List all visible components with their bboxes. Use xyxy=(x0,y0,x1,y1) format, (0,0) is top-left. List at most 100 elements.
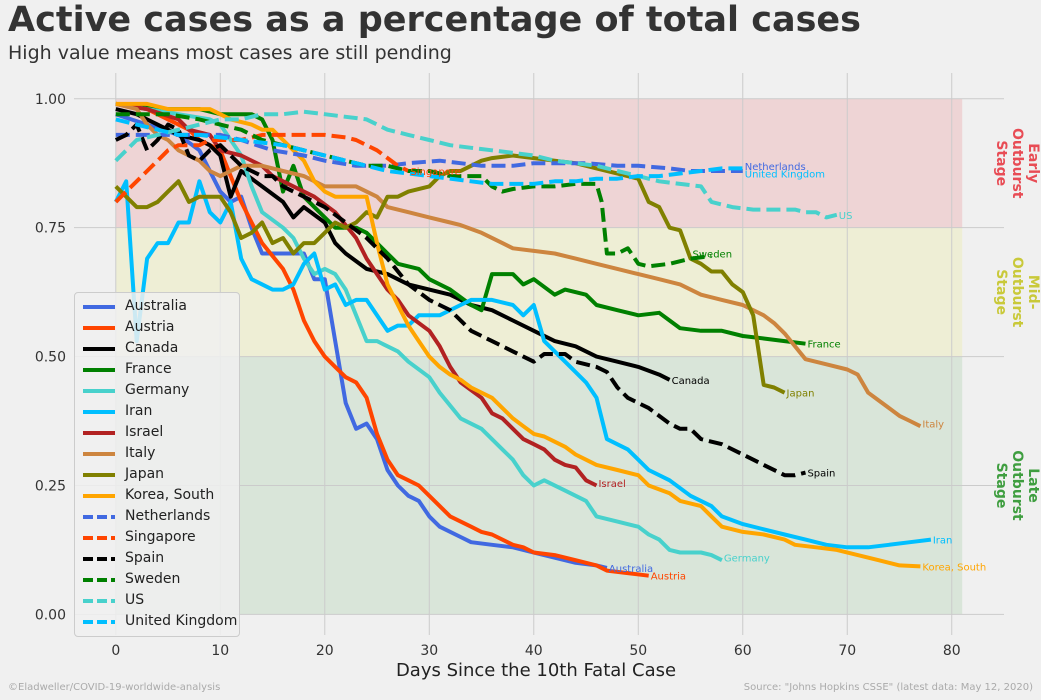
x-tick-label: 60 xyxy=(734,643,752,659)
series-line-australia xyxy=(115,112,608,570)
legend-item: United Kingdom xyxy=(81,612,238,633)
legend-item: Spain xyxy=(81,549,236,570)
legend-label: Korea, South xyxy=(125,487,215,503)
legend-item: Germany xyxy=(81,381,236,402)
series-end-label: Korea, South xyxy=(922,562,986,573)
legend-item: Israel xyxy=(81,423,236,444)
series-end-label: Canada xyxy=(672,376,710,387)
legend-item: Austria xyxy=(81,318,236,339)
legend-label: Germany xyxy=(125,382,190,398)
legend-item: Italy xyxy=(81,444,236,465)
legend-item: Australia xyxy=(81,297,236,318)
legend-swatch xyxy=(83,473,115,477)
series-line-japan xyxy=(114,153,786,395)
legend-swatch xyxy=(83,410,115,414)
legend-item: Canada xyxy=(81,339,236,360)
legend-item: Singapore xyxy=(81,528,236,549)
series-end-label: United Kingdom xyxy=(745,170,825,181)
legend: Australia Austria Canada France Germany Iran I… xyxy=(74,292,240,637)
stage-label-line: Stage xyxy=(993,140,1009,186)
y-tick-label: 0.75 xyxy=(35,221,66,237)
legend-item: Sweden xyxy=(81,570,236,591)
series-line-germany xyxy=(115,101,723,562)
legend-swatch xyxy=(83,431,115,435)
stage-label-line: Stage xyxy=(993,463,1009,509)
legend-swatch xyxy=(83,515,115,519)
legend-label: Canada xyxy=(125,340,179,356)
y-tick-label: 0.00 xyxy=(35,607,66,623)
legend-item: Korea, South xyxy=(81,486,236,507)
series-end-label: Sweden xyxy=(693,249,733,260)
stage-label-line: Outburst xyxy=(1009,128,1025,199)
series-end-label: Germany xyxy=(724,554,770,565)
series-end-label: Italy xyxy=(922,420,944,431)
series-line-us xyxy=(114,109,838,220)
footer-source: Source: "Johns Hopkins CSSE" (latest dat… xyxy=(743,682,1033,693)
series-line-italy xyxy=(115,101,922,428)
y-tick-label: 0.50 xyxy=(35,350,66,366)
x-tick-label: 70 xyxy=(838,643,856,659)
legend-label: Singapore xyxy=(125,529,196,545)
legend-swatch xyxy=(83,557,115,561)
series-end-label: France xyxy=(807,340,840,351)
legend-item: Netherlands xyxy=(81,507,236,528)
stage-label-line: Mid- xyxy=(1025,275,1041,310)
series-line-israel xyxy=(115,101,598,488)
legend-label: Sweden xyxy=(125,571,181,587)
legend-label: Israel xyxy=(125,424,164,440)
series-end-label: Spain xyxy=(807,469,835,480)
legend-swatch xyxy=(83,305,115,309)
legend-swatch xyxy=(83,620,115,624)
stage-label-line: Outburst xyxy=(1009,450,1025,521)
x-tick-label: 0 xyxy=(111,643,120,659)
x-tick-label: 50 xyxy=(629,643,647,659)
legend-label: US xyxy=(125,592,145,608)
legend-swatch xyxy=(83,389,115,393)
legend-swatch xyxy=(83,347,115,351)
legend-label: Japan xyxy=(125,466,165,482)
legend-item: US xyxy=(81,591,236,612)
y-tick-label: 1.00 xyxy=(35,92,66,108)
series-line-sweden xyxy=(115,112,712,269)
chart-title: Active cases as a percentage of total ca… xyxy=(8,0,862,40)
x-axis-label: Days Since the 10th Fatal Case xyxy=(396,660,676,681)
legend-swatch xyxy=(83,578,115,582)
x-tick-label: 80 xyxy=(943,643,961,659)
legend-label: Netherlands xyxy=(125,508,211,524)
stage-label-line: Early xyxy=(1025,143,1041,183)
stage-band xyxy=(115,227,963,357)
legend-swatch xyxy=(83,599,115,603)
x-tick-label: 20 xyxy=(316,643,334,659)
series-end-label: Israel xyxy=(598,479,625,490)
legend-label: Spain xyxy=(125,550,165,566)
series-line-france xyxy=(115,101,806,346)
series-end-label: Austria xyxy=(651,572,686,583)
series-end-label: Netherlands xyxy=(745,162,806,173)
y-tick-label: 0.25 xyxy=(35,478,66,494)
x-tick-label: 10 xyxy=(211,643,229,659)
series-end-label: Iran xyxy=(933,536,953,547)
legend-label: Australia xyxy=(125,298,187,314)
stage-label-line: Stage xyxy=(993,269,1009,315)
chart-subtitle: High value means most cases are still pe… xyxy=(8,42,452,64)
legend-label: France xyxy=(125,361,172,377)
series-end-label: US xyxy=(839,211,853,222)
legend-label: Austria xyxy=(125,319,175,335)
legend-swatch xyxy=(83,536,115,540)
series-end-label: Singapore xyxy=(410,167,460,178)
legend-label: Italy xyxy=(125,445,156,461)
series-line-iran xyxy=(114,179,932,550)
footer-credit: ©Eladweller/COVID-19-worldwide-analysis xyxy=(8,682,221,693)
series-line-netherlands xyxy=(115,132,743,173)
legend-item: Iran xyxy=(81,402,236,423)
stage-label-line: Outburst xyxy=(1009,257,1025,328)
legend-label: United Kingdom xyxy=(125,613,238,629)
series-line-spain xyxy=(114,122,806,478)
legend-swatch xyxy=(83,368,115,372)
legend-swatch xyxy=(83,452,115,456)
legend-item: Japan xyxy=(81,465,236,486)
legend-item: France xyxy=(81,360,236,381)
